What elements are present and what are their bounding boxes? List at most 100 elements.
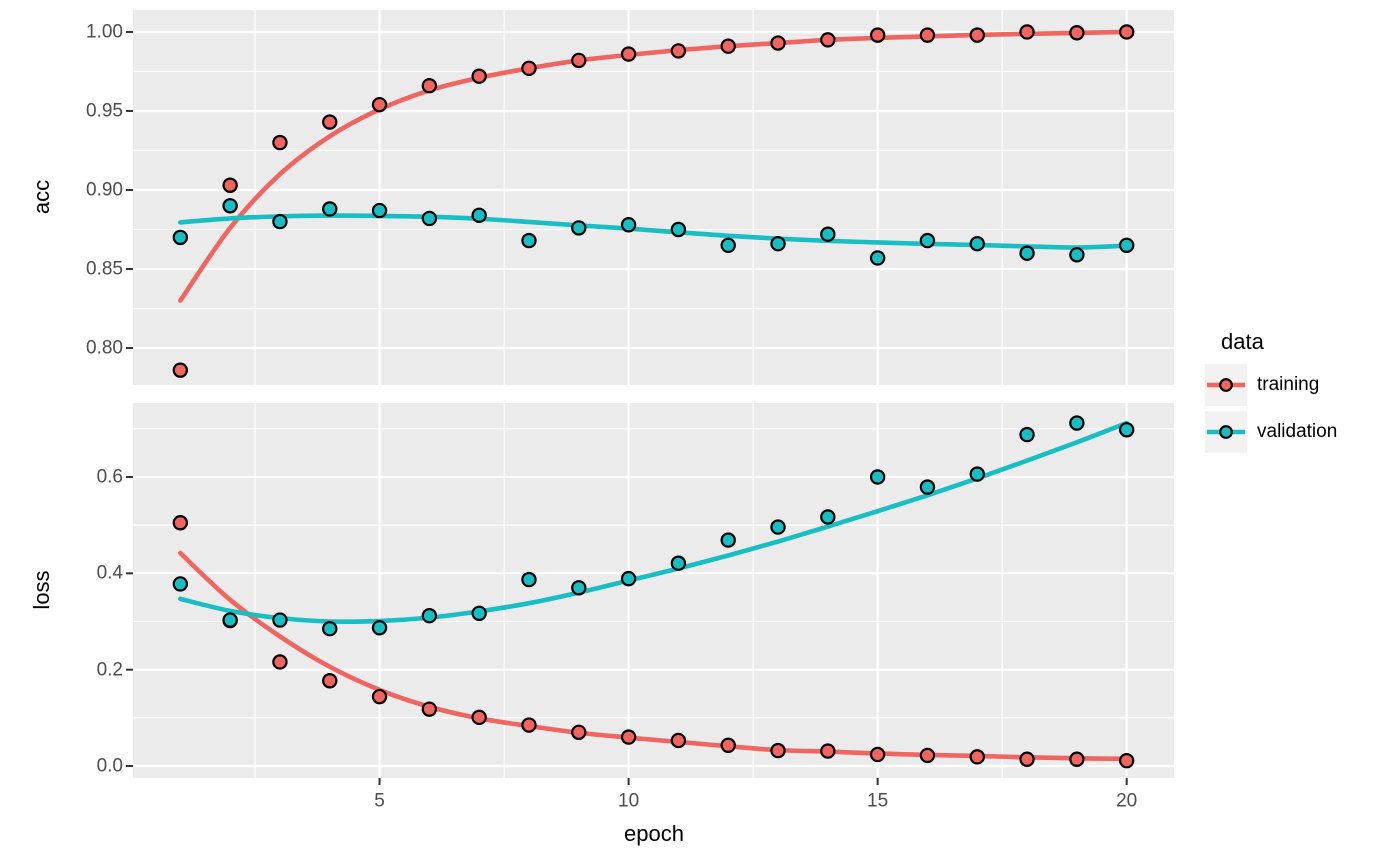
data-point-training-loss bbox=[919, 747, 936, 764]
data-point-training-acc bbox=[322, 114, 338, 130]
data-point-training-loss bbox=[620, 729, 637, 745]
x-tick-label: 20 bbox=[1116, 790, 1138, 812]
data-point-training-loss bbox=[521, 717, 537, 733]
data-point-validation-loss bbox=[969, 466, 985, 482]
x-tick-label: 5 bbox=[374, 790, 385, 812]
legend-label-training: training bbox=[1257, 374, 1320, 395]
data-point-validation-loss bbox=[1019, 426, 1035, 443]
data-point-training-loss bbox=[272, 654, 288, 670]
legend-entry-validation: validation bbox=[1205, 411, 1337, 453]
data-point-training-acc bbox=[820, 32, 836, 48]
x-tick-label: 15 bbox=[867, 790, 889, 812]
data-point-validation-acc bbox=[222, 198, 238, 214]
data-point-training-loss bbox=[969, 749, 985, 765]
data-point-training-acc bbox=[969, 27, 985, 43]
y-tick-label-loss: 0.6 bbox=[96, 466, 123, 488]
data-point-training-loss bbox=[1118, 753, 1135, 769]
data-point-training-acc bbox=[869, 27, 886, 43]
y-tick-label-loss: 0.0 bbox=[96, 755, 123, 777]
data-point-validation-acc bbox=[620, 217, 637, 233]
data-point-validation-acc bbox=[919, 232, 936, 249]
data-point-training-loss bbox=[720, 737, 736, 753]
data-point-validation-loss bbox=[571, 580, 587, 596]
data-point-training-acc bbox=[1019, 24, 1035, 40]
data-point-validation-loss bbox=[322, 621, 338, 637]
data-point-validation-acc bbox=[1069, 247, 1085, 263]
data-point-validation-loss bbox=[820, 509, 836, 525]
legend-key-point bbox=[1219, 425, 1233, 439]
data-point-validation-loss bbox=[770, 519, 786, 535]
legend-entry-training: training bbox=[1205, 364, 1337, 406]
data-point-training-loss bbox=[1069, 751, 1085, 767]
data-point-training-loss bbox=[670, 732, 687, 749]
data-point-training-acc bbox=[172, 362, 189, 378]
data-point-training-loss bbox=[820, 743, 836, 759]
legend-key-training-icon bbox=[1205, 364, 1247, 406]
data-point-validation-acc bbox=[670, 221, 687, 238]
data-point-validation-acc bbox=[1019, 245, 1035, 261]
data-point-training-loss bbox=[322, 673, 338, 689]
data-point-validation-acc bbox=[820, 226, 836, 242]
data-point-training-loss bbox=[371, 688, 388, 705]
data-point-validation-loss bbox=[720, 532, 736, 548]
data-point-validation-loss bbox=[222, 612, 238, 628]
legend-key-point bbox=[1219, 378, 1233, 392]
data-point-validation-loss bbox=[172, 576, 189, 592]
data-point-training-loss bbox=[770, 742, 786, 759]
data-point-training-acc bbox=[720, 38, 736, 54]
data-point-validation-acc bbox=[720, 237, 736, 254]
data-point-validation-acc bbox=[770, 236, 786, 252]
data-point-training-acc bbox=[670, 43, 687, 59]
data-point-training-loss bbox=[471, 709, 487, 726]
data-point-validation-loss bbox=[421, 608, 438, 624]
data-point-training-acc bbox=[521, 60, 537, 77]
y-axis-title-acc: acc bbox=[29, 179, 54, 215]
x-tick-label: 10 bbox=[618, 790, 640, 812]
data-point-validation-loss bbox=[371, 620, 388, 636]
y-axis-title-loss: loss bbox=[29, 570, 54, 610]
legend-title: data bbox=[1221, 329, 1264, 354]
data-point-validation-acc bbox=[272, 213, 288, 230]
panel-background bbox=[133, 403, 1174, 778]
y-tick-label-acc: 0.90 bbox=[86, 179, 123, 201]
data-point-validation-acc bbox=[869, 250, 886, 266]
data-point-training-acc bbox=[1118, 24, 1135, 40]
data-point-training-acc bbox=[471, 68, 487, 84]
panel-background bbox=[133, 10, 1174, 385]
y-tick-label-acc: 1.00 bbox=[86, 21, 123, 43]
data-point-validation-acc bbox=[571, 220, 587, 236]
data-point-training-loss bbox=[172, 515, 189, 531]
data-point-validation-loss bbox=[1118, 422, 1135, 438]
data-point-validation-loss bbox=[919, 479, 936, 495]
data-point-validation-acc bbox=[322, 201, 338, 217]
data-point-training-loss bbox=[869, 746, 886, 763]
y-tick-label-acc: 0.80 bbox=[86, 337, 123, 359]
data-point-validation-acc bbox=[471, 207, 487, 223]
data-point-training-acc bbox=[919, 27, 936, 43]
data-point-validation-loss bbox=[670, 555, 687, 571]
data-point-validation-acc bbox=[521, 232, 537, 249]
data-point-training-loss bbox=[571, 724, 587, 740]
y-tick-label-acc: 0.85 bbox=[86, 258, 123, 280]
legend-key-validation-icon bbox=[1205, 411, 1247, 453]
data-point-validation-loss bbox=[620, 570, 637, 587]
y-tick-label-loss: 0.2 bbox=[96, 659, 123, 681]
data-point-training-acc bbox=[421, 77, 438, 94]
x-axis-title: epoch bbox=[624, 821, 684, 846]
data-point-training-acc bbox=[770, 35, 786, 51]
y-tick-label-acc: 0.95 bbox=[86, 100, 123, 122]
data-point-validation-loss bbox=[521, 571, 537, 588]
data-point-validation-acc bbox=[421, 210, 438, 227]
data-point-training-acc bbox=[371, 96, 388, 113]
data-point-validation-acc bbox=[1118, 237, 1135, 254]
data-point-training-acc bbox=[222, 177, 238, 193]
data-point-training-loss bbox=[1019, 751, 1035, 767]
data-point-training-acc bbox=[272, 134, 288, 151]
data-point-training-acc bbox=[1069, 25, 1085, 41]
legend-label-validation: validation bbox=[1257, 421, 1338, 442]
legend: data training validation bbox=[1205, 330, 1337, 458]
data-point-training-acc bbox=[571, 52, 587, 69]
y-tick-label-loss: 0.4 bbox=[96, 562, 123, 584]
